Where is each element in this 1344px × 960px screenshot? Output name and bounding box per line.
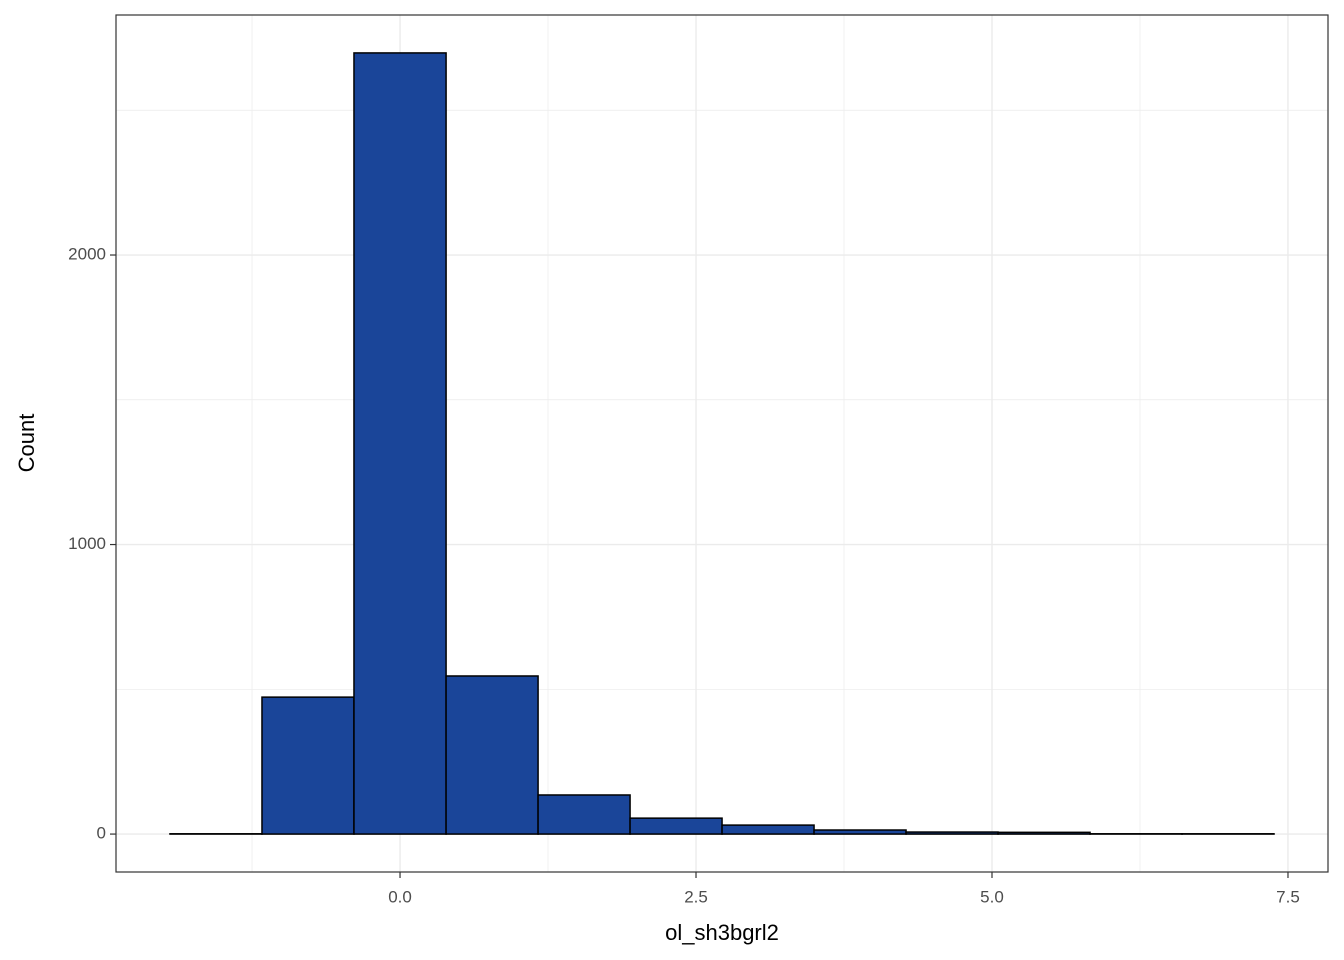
y-tick-label: 1000 <box>68 534 106 553</box>
x-tick-label: 2.5 <box>684 887 708 906</box>
bar <box>905 831 999 835</box>
x-tick-label: 7.5 <box>1276 887 1300 906</box>
plot-border <box>115 14 1329 873</box>
bar <box>997 831 1091 835</box>
x-axis-title: ol_sh3bgrl2 <box>665 920 779 945</box>
y-tick-label: 0 <box>97 824 106 843</box>
bar <box>813 829 907 835</box>
x-tick-label: 0.0 <box>388 887 412 906</box>
bar <box>445 675 539 835</box>
y-tick-label: 2000 <box>68 245 106 264</box>
bar <box>353 52 447 835</box>
bar <box>721 824 815 835</box>
x-tick-label: 5.0 <box>980 887 1004 906</box>
bar <box>629 817 723 835</box>
bar <box>537 794 631 835</box>
y-axis-title: Count <box>14 414 39 473</box>
bar <box>261 696 355 835</box>
